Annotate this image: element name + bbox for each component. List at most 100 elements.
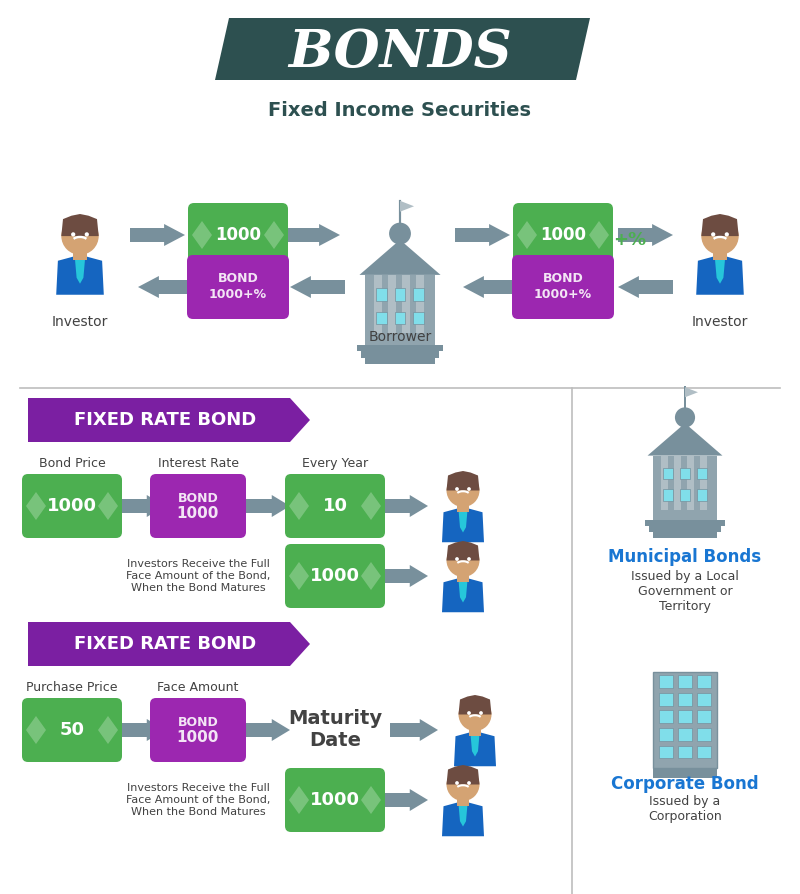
FancyBboxPatch shape — [150, 474, 246, 538]
Text: 1000: 1000 — [310, 791, 360, 809]
FancyBboxPatch shape — [22, 474, 122, 538]
Bar — [697, 728, 711, 741]
Bar — [680, 468, 690, 479]
FancyBboxPatch shape — [188, 203, 288, 267]
Polygon shape — [380, 789, 428, 811]
Bar — [697, 746, 711, 758]
Polygon shape — [446, 541, 479, 561]
Bar — [662, 489, 673, 501]
Bar — [376, 288, 386, 300]
Polygon shape — [390, 719, 438, 741]
Circle shape — [455, 781, 459, 785]
Text: +%: +% — [613, 231, 646, 249]
Bar — [361, 351, 439, 358]
Polygon shape — [26, 492, 46, 520]
Bar — [394, 288, 406, 300]
Text: 1000: 1000 — [47, 497, 97, 515]
Text: 1000: 1000 — [177, 730, 219, 746]
Bar — [697, 693, 711, 705]
Circle shape — [458, 698, 491, 731]
Bar — [697, 711, 711, 723]
Bar — [678, 728, 692, 741]
Bar — [678, 746, 692, 758]
Bar — [658, 693, 673, 705]
Bar — [374, 274, 382, 333]
FancyBboxPatch shape — [187, 255, 289, 319]
Polygon shape — [442, 507, 484, 543]
Polygon shape — [458, 510, 467, 533]
Bar — [678, 693, 692, 705]
Polygon shape — [28, 398, 310, 442]
Text: Issued by a Local
Government or
Territory: Issued by a Local Government or Territor… — [631, 570, 739, 613]
Circle shape — [71, 232, 75, 237]
Polygon shape — [463, 276, 518, 298]
Bar — [678, 675, 692, 688]
Text: 1000+%: 1000+% — [209, 289, 267, 301]
Bar — [457, 794, 469, 805]
Bar — [357, 345, 443, 351]
Polygon shape — [98, 492, 118, 520]
Bar — [402, 274, 410, 333]
Text: Bond Price: Bond Price — [38, 457, 106, 470]
Bar — [394, 312, 406, 324]
Text: Every Year: Every Year — [302, 457, 368, 470]
Circle shape — [455, 557, 459, 561]
FancyBboxPatch shape — [512, 255, 614, 319]
Polygon shape — [589, 221, 609, 249]
Bar — [457, 500, 469, 511]
Text: Investors Receive the Full
Face Amount of the Bond,
When the Bond Matures: Investors Receive the Full Face Amount o… — [126, 560, 270, 593]
Circle shape — [446, 474, 479, 507]
Polygon shape — [138, 276, 193, 298]
Polygon shape — [285, 224, 340, 246]
Polygon shape — [289, 492, 309, 520]
Polygon shape — [26, 716, 46, 744]
Bar — [678, 711, 692, 723]
Text: Corporate Bond: Corporate Bond — [611, 775, 759, 793]
Circle shape — [467, 487, 471, 491]
Text: Investor: Investor — [52, 315, 108, 329]
Circle shape — [455, 487, 459, 491]
Circle shape — [702, 217, 738, 255]
FancyBboxPatch shape — [285, 768, 385, 832]
Text: BONDS: BONDS — [288, 27, 512, 78]
Polygon shape — [75, 258, 85, 283]
Polygon shape — [446, 471, 479, 491]
Text: 1000: 1000 — [215, 226, 261, 244]
Text: Municipal Bonds: Municipal Bonds — [609, 548, 762, 566]
Bar — [674, 456, 682, 510]
Text: Interest Rate: Interest Rate — [158, 457, 238, 470]
FancyBboxPatch shape — [150, 698, 246, 762]
Circle shape — [62, 217, 98, 255]
Polygon shape — [361, 492, 381, 520]
Polygon shape — [618, 224, 673, 246]
Polygon shape — [242, 719, 290, 741]
Polygon shape — [28, 622, 310, 666]
Polygon shape — [290, 276, 345, 298]
FancyBboxPatch shape — [513, 203, 613, 267]
Polygon shape — [442, 577, 484, 612]
Polygon shape — [715, 258, 725, 283]
Polygon shape — [455, 224, 510, 246]
Text: Maturity
Date: Maturity Date — [288, 710, 382, 750]
Polygon shape — [192, 221, 212, 249]
Polygon shape — [98, 716, 118, 744]
FancyBboxPatch shape — [22, 698, 122, 762]
Circle shape — [85, 232, 89, 237]
Text: FIXED RATE BOND: FIXED RATE BOND — [74, 635, 256, 653]
Text: Investors Receive the Full
Face Amount of the Bond,
When the Bond Matures: Investors Receive the Full Face Amount o… — [126, 783, 270, 816]
Polygon shape — [446, 765, 479, 785]
Polygon shape — [400, 201, 414, 212]
Polygon shape — [380, 565, 428, 587]
Polygon shape — [517, 221, 537, 249]
Polygon shape — [62, 214, 98, 236]
Polygon shape — [215, 18, 590, 80]
Circle shape — [446, 544, 479, 577]
Circle shape — [479, 711, 483, 715]
Bar — [365, 358, 435, 364]
Text: Issued by a
Corporation: Issued by a Corporation — [648, 795, 722, 823]
Bar — [662, 456, 669, 510]
Bar — [697, 675, 711, 688]
Circle shape — [446, 768, 479, 801]
Bar — [698, 468, 707, 479]
Bar — [658, 711, 673, 723]
